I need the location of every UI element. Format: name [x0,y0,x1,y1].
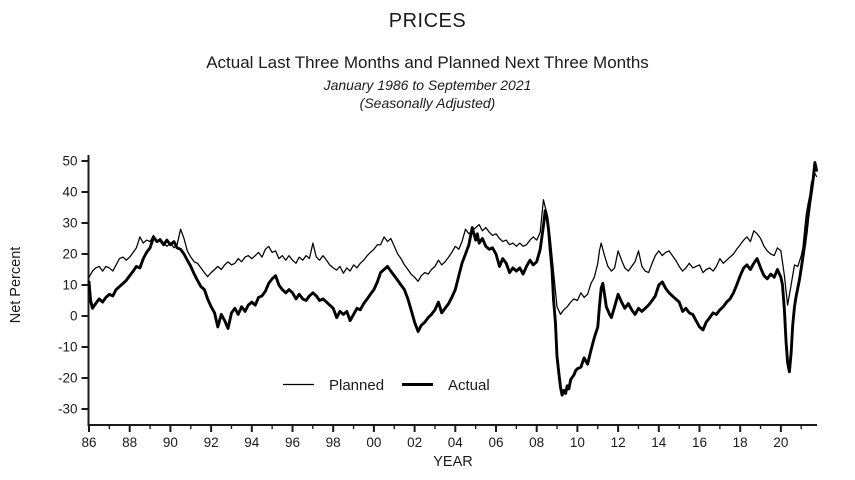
x-tick-label: 86 [81,435,96,450]
x-tick-label: 90 [163,435,178,450]
legend-planned-label: Planned [329,377,384,394]
x-tick-label: 18 [733,435,748,450]
x-tick-label: 92 [204,435,219,450]
x-axis-title: YEAR [433,454,473,470]
actual-series-line [87,161,818,397]
y-tick-label: 50 [62,154,77,169]
x-tick-label: 10 [570,435,585,450]
x-tick-label: 94 [244,435,260,450]
chart-subtitle: Actual Last Three Months and Planned Nex… [206,53,649,72]
y-tick-label: 30 [62,216,77,231]
y-tick-label: 10 [62,278,77,293]
x-tick-label: 06 [488,435,503,450]
chart-date-range: January 1986 to September 2021 [323,77,532,93]
y-axis-title: Net Percent [8,247,24,324]
chart-adjustment-note: (Seasonally Adjusted) [359,95,496,111]
legend-actual-label: Actual [448,377,490,394]
y-tick-label: -30 [58,402,78,417]
x-tick-label: 08 [529,435,544,450]
y-tick-label: -10 [58,340,78,355]
x-tick-label: 98 [326,435,341,450]
x-tick-label: 88 [122,435,137,450]
x-tick-label: 04 [448,435,464,450]
planned-series-line [88,172,818,316]
page-title: PRICES [388,10,467,32]
y-tick-label: 40 [62,185,77,200]
x-tick-label: 14 [651,435,667,450]
x-tick-label: 00 [366,435,381,450]
x-tick-label: 02 [407,435,422,450]
y-tick-label: -20 [58,371,78,386]
y-tick-label: 0 [70,309,78,324]
y-tick-label: 20 [62,247,77,262]
x-tick-label: 12 [611,435,626,450]
x-tick-label: 16 [692,435,707,450]
x-tick-label: 96 [285,435,300,450]
x-tick-label: 20 [773,435,788,450]
